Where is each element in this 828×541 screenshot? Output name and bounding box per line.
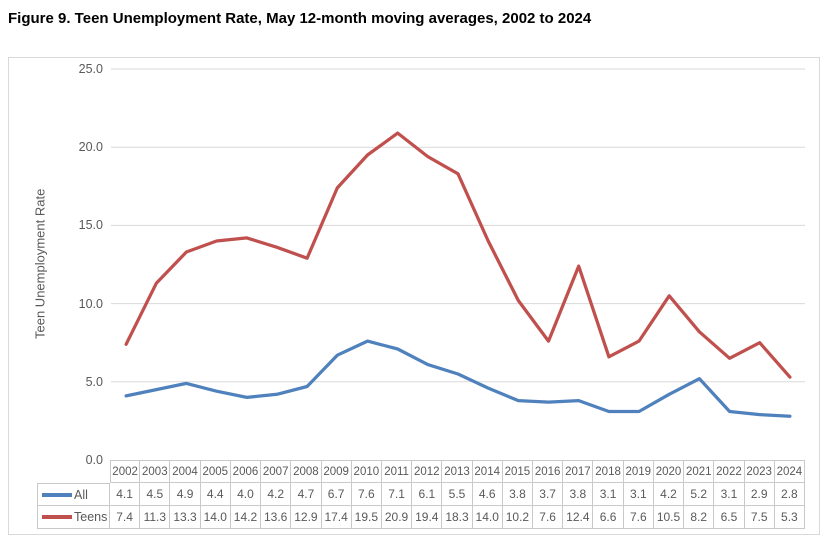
value-cell-all: 4.4 bbox=[200, 483, 231, 506]
value-cell-all: 5.2 bbox=[684, 483, 715, 506]
y-axis-tick-label: 0.0 bbox=[85, 453, 103, 467]
value-cell-all: 3.8 bbox=[502, 483, 534, 506]
value-cell-all: 6.7 bbox=[321, 483, 352, 506]
legend-cell-all: All bbox=[37, 483, 110, 506]
value-cell-all: 4.0 bbox=[230, 483, 262, 506]
legend-label-all: All bbox=[74, 487, 88, 502]
value-cell-teens: 20.9 bbox=[381, 506, 413, 529]
value-cell-teens: 7.4 bbox=[110, 506, 141, 529]
value-cell-all: 3.1 bbox=[593, 483, 624, 506]
legend-cell-teens: Teens bbox=[37, 506, 110, 529]
series-line-teens bbox=[124, 131, 792, 379]
year-cell: 2017 bbox=[563, 460, 594, 483]
data-table: 2002 2003 2004 2005 2006 2007 2008 2009 2010 2011… bbox=[37, 460, 805, 529]
value-cell-teens: 7.6 bbox=[623, 506, 654, 529]
year-cell: 2004 bbox=[170, 460, 201, 483]
y-axis-tick-label: 10.0 bbox=[78, 296, 103, 311]
year-cell: 2013 bbox=[442, 460, 473, 483]
value-cell-all: 7.6 bbox=[351, 483, 382, 506]
value-cell-all: 4.6 bbox=[472, 483, 503, 506]
value-cell-all: 3.8 bbox=[563, 483, 594, 506]
line-chart-plot bbox=[111, 68, 805, 418]
year-cell: 2019 bbox=[623, 460, 654, 483]
year-cell: 2006 bbox=[230, 460, 262, 483]
value-cell-all: 2.8 bbox=[774, 483, 805, 506]
year-cell: 2014 bbox=[472, 460, 503, 483]
year-cell: 2023 bbox=[744, 460, 775, 483]
value-cell-all: 4.9 bbox=[170, 483, 201, 506]
value-cell-all: 3.7 bbox=[533, 483, 564, 506]
value-cell-teens: 19.5 bbox=[351, 506, 382, 529]
value-cell-all: 4.2 bbox=[653, 483, 685, 506]
value-cell-teens: 17.4 bbox=[321, 506, 352, 529]
chart-area: Teen Unemployment Rate 0.0 5.0 10.0 15.0 20.… bbox=[8, 57, 820, 535]
value-cell-teens: 7.6 bbox=[533, 506, 564, 529]
value-cell-teens: 10.5 bbox=[653, 506, 685, 529]
value-cell-all: 4.5 bbox=[140, 483, 171, 506]
legend-swatch-teens bbox=[42, 515, 72, 519]
year-cell: 2003 bbox=[140, 460, 171, 483]
value-cell-teens: 10.2 bbox=[502, 506, 534, 529]
year-cell: 2022 bbox=[714, 460, 745, 483]
value-cell-teens: 7.5 bbox=[744, 506, 775, 529]
value-cell-teens: 18.3 bbox=[442, 506, 473, 529]
value-cell-all: 6.1 bbox=[412, 483, 443, 506]
value-cell-teens: 8.2 bbox=[684, 506, 715, 529]
value-cell-all: 2.9 bbox=[744, 483, 775, 506]
year-cell: 2007 bbox=[261, 460, 292, 483]
value-cell-all: 5.5 bbox=[442, 483, 473, 506]
year-cell: 2012 bbox=[412, 460, 443, 483]
year-cell: 2005 bbox=[200, 460, 231, 483]
y-axis-tick-label: 15.0 bbox=[78, 218, 103, 233]
year-cell: 2009 bbox=[321, 460, 352, 483]
year-cell: 2021 bbox=[684, 460, 715, 483]
value-cell-teens: 14.0 bbox=[472, 506, 503, 529]
value-cell-all: 4.1 bbox=[110, 483, 141, 506]
value-cell-teens: 6.6 bbox=[593, 506, 624, 529]
year-cell: 2002 bbox=[110, 460, 141, 483]
y-axis-tick-label: 25.0 bbox=[78, 62, 103, 76]
figure-title: Figure 9. Teen Unemployment Rate, May 12… bbox=[8, 10, 592, 27]
value-cell-all: 7.1 bbox=[381, 483, 413, 506]
value-cell-teens: 14.0 bbox=[200, 506, 231, 529]
year-cell: 2011 bbox=[381, 460, 413, 483]
table-corner-spacer bbox=[37, 460, 110, 483]
y-axis-tick-label: 5.0 bbox=[85, 374, 103, 389]
value-cell-all: 4.2 bbox=[261, 483, 292, 506]
year-cell: 2010 bbox=[351, 460, 382, 483]
year-cell: 2018 bbox=[593, 460, 624, 483]
series-line-all bbox=[124, 339, 792, 418]
year-cell: 2016 bbox=[533, 460, 564, 483]
y-axis-tick-label: 20.0 bbox=[78, 140, 103, 155]
value-cell-teens: 12.9 bbox=[291, 506, 322, 529]
value-cell-all: 3.1 bbox=[623, 483, 654, 506]
value-cell-teens: 13.3 bbox=[170, 506, 201, 529]
year-cell: 2024 bbox=[774, 460, 805, 483]
legend-label-teens: Teens bbox=[74, 510, 108, 524]
year-cell: 2008 bbox=[291, 460, 322, 483]
value-cell-teens: 12.4 bbox=[563, 506, 594, 529]
value-cell-teens: 14.2 bbox=[230, 506, 262, 529]
year-cell: 2015 bbox=[502, 460, 534, 483]
year-cell: 2020 bbox=[653, 460, 685, 483]
legend-swatch-all bbox=[42, 492, 72, 497]
value-cell-all: 3.1 bbox=[714, 483, 745, 506]
value-cell-all: 4.7 bbox=[291, 483, 322, 506]
value-cell-teens: 13.6 bbox=[261, 506, 292, 529]
value-cell-teens: 19.4 bbox=[412, 506, 443, 529]
value-cell-teens: 6.5 bbox=[714, 506, 745, 529]
value-cell-teens: 11.3 bbox=[140, 506, 171, 529]
value-cell-teens: 5.3 bbox=[774, 506, 805, 529]
